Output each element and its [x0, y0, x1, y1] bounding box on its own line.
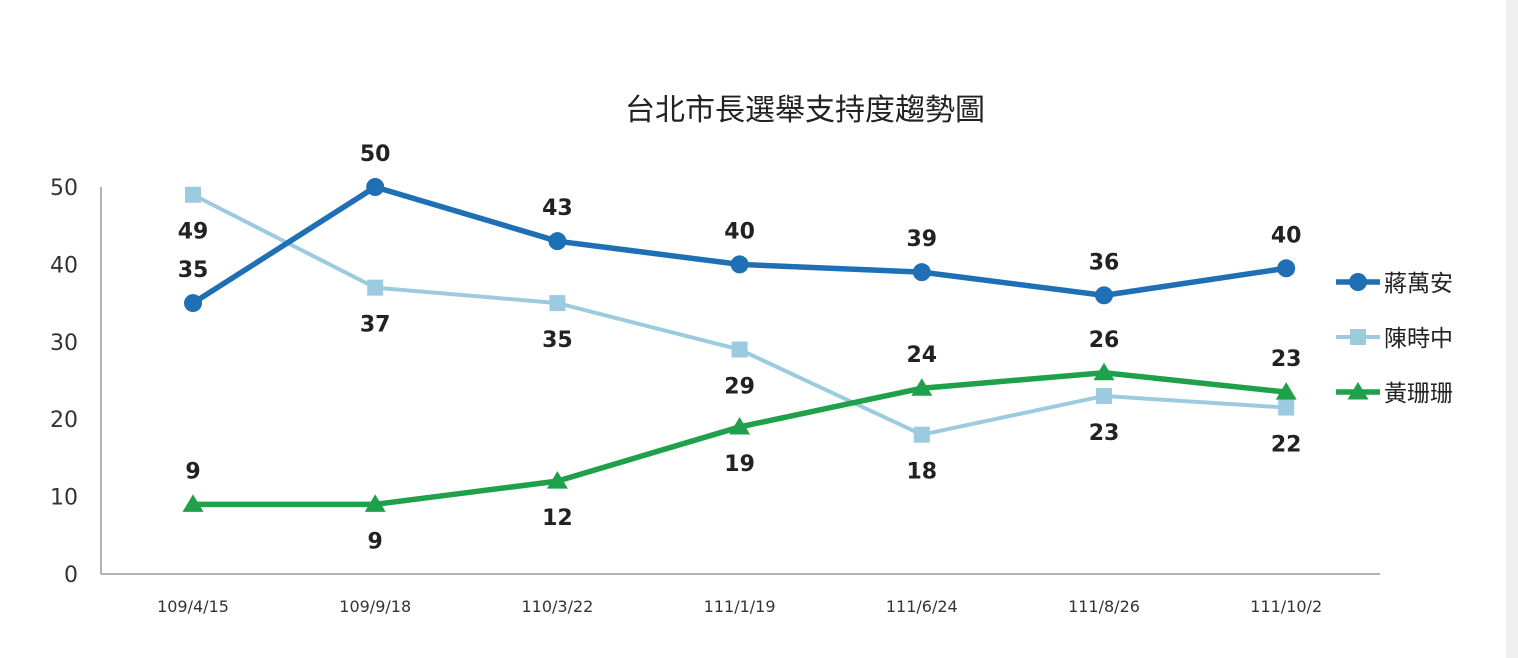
data-point — [182, 494, 204, 512]
axes: 0 10 20 30 40 50 109/4/15 109/9/18 110/3/22 111/1… — [50, 176, 1380, 616]
data-label: 22 — [1271, 433, 1302, 458]
data-point — [367, 279, 384, 296]
legend-label: 黃珊珊 — [1384, 381, 1453, 407]
x-tick-label: 111/6/24 — [886, 597, 958, 616]
series-markers — [182, 178, 1297, 512]
data-label: 35 — [542, 328, 573, 353]
data-label: 29 — [724, 375, 755, 400]
legend-label: 蔣萬安 — [1384, 271, 1453, 297]
data-label: 39 — [906, 227, 937, 252]
data-label: 24 — [906, 343, 937, 368]
y-tick-label: 20 — [50, 408, 78, 433]
data-label: 12 — [542, 506, 573, 531]
data-label: 49 — [178, 220, 209, 245]
data-point — [731, 341, 748, 358]
data-point — [548, 232, 567, 251]
data-point — [911, 378, 933, 396]
data-label: 26 — [1089, 328, 1120, 353]
data-point — [1275, 382, 1297, 400]
data-labels: 35 50 43 40 39 36 40 49 37 35 29 18 23 22 9 9 12 19 24 26 23 — [178, 142, 1302, 554]
data-label: 19 — [724, 452, 755, 477]
data-point — [913, 426, 930, 443]
data-point — [1093, 362, 1115, 381]
data-point — [185, 186, 201, 203]
data-point — [1096, 387, 1112, 404]
chart-title: 台北市長選舉支持度趨勢圖 — [625, 93, 985, 128]
y-tick-label: 30 — [50, 331, 78, 356]
y-tick-label: 10 — [50, 486, 78, 511]
y-tick-label: 40 — [50, 253, 78, 278]
data-label: 37 — [360, 313, 391, 338]
data-label: 23 — [1271, 347, 1302, 372]
data-point — [1095, 286, 1113, 305]
data-label: 35 — [178, 258, 209, 283]
data-label: 50 — [360, 142, 391, 167]
data-point — [729, 416, 751, 435]
y-tick-label: 0 — [64, 563, 78, 588]
data-point — [549, 295, 566, 312]
data-label: 9 — [368, 529, 383, 554]
x-tick-label: 111/10/2 — [1250, 597, 1322, 616]
x-tick-label: 110/3/22 — [521, 597, 593, 616]
data-point — [912, 263, 931, 282]
scrollbar-track[interactable] — [1506, 0, 1518, 658]
x-tick-label: 109/4/15 — [157, 597, 229, 616]
y-tick-label: 50 — [50, 176, 78, 201]
data-label: 43 — [542, 196, 573, 221]
data-point — [1278, 399, 1295, 416]
data-label: 9 — [185, 459, 200, 484]
data-point — [366, 178, 385, 196]
series-line-1 — [191, 184, 1287, 306]
data-point — [364, 494, 386, 512]
legend-marker — [1347, 382, 1369, 400]
legend-label: 陳時中 — [1384, 326, 1453, 352]
data-label: 36 — [1089, 250, 1120, 275]
data-point — [546, 471, 568, 489]
data-point — [184, 294, 202, 313]
data-label: 18 — [906, 460, 937, 485]
x-tick-label: 109/9/18 — [339, 597, 411, 616]
legend-marker — [1349, 273, 1367, 291]
legend-marker — [1350, 329, 1366, 345]
x-tick-label: 111/1/19 — [704, 597, 776, 616]
data-point — [730, 255, 749, 274]
data-label: 23 — [1089, 421, 1120, 446]
data-point — [1277, 259, 1296, 278]
data-label: 40 — [1271, 223, 1302, 248]
data-label: 40 — [724, 219, 755, 244]
x-tick-label: 111/8/26 — [1068, 597, 1140, 616]
